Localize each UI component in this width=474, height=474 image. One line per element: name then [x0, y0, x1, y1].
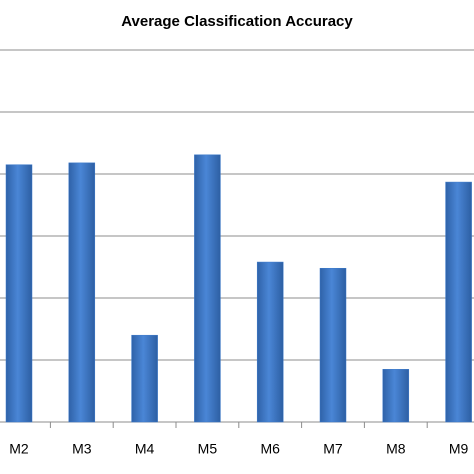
bar — [5, 164, 33, 423]
bar — [256, 261, 284, 423]
chart-title: Average Classification Accuracy — [121, 13, 353, 30]
x-tick-label: M5 — [198, 441, 218, 457]
x-tick-label: M3 — [72, 441, 92, 457]
bar — [68, 162, 96, 423]
x-tick-label: M2 — [9, 441, 29, 457]
x-tick-label: M6 — [260, 441, 280, 457]
x-tick-label: M7 — [323, 441, 343, 457]
bar — [194, 154, 221, 423]
bar — [445, 181, 472, 423]
x-tick-label: M8 — [386, 441, 406, 457]
bar — [131, 334, 158, 423]
x-tick-label: M4 — [135, 441, 155, 457]
bar — [382, 369, 410, 423]
x-tick-label: M9 — [449, 441, 469, 457]
bar — [319, 267, 347, 423]
